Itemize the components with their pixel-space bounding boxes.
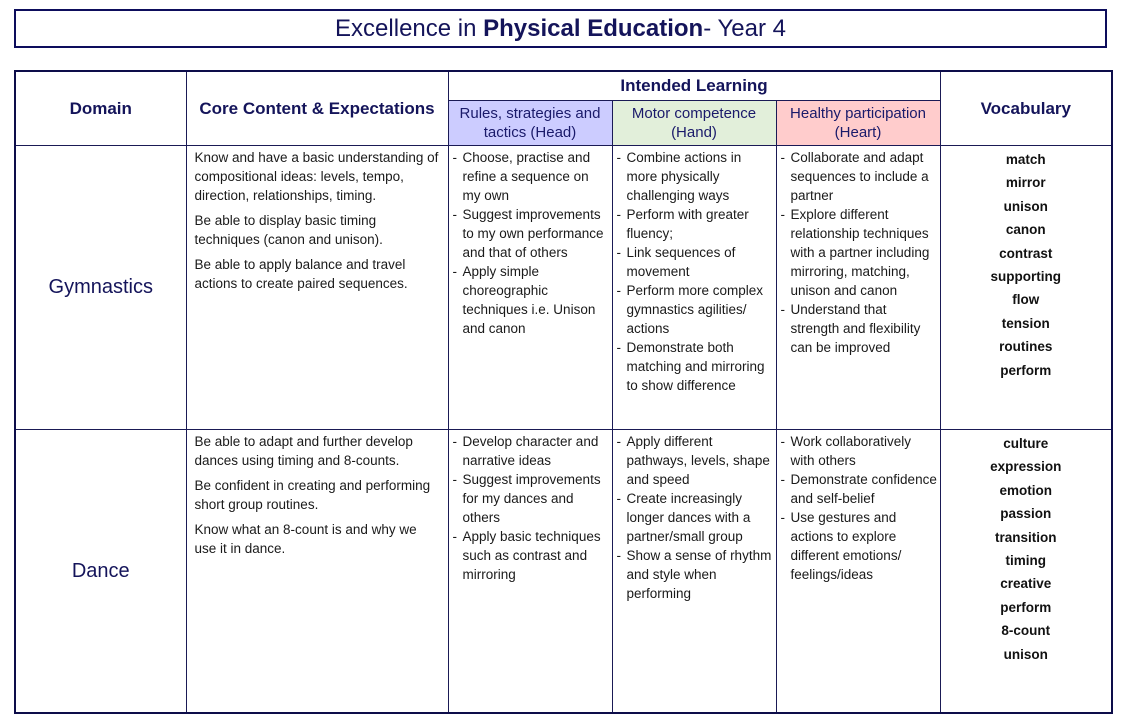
table-row-gymnastics: Gymnastics Know and have a basic underst…: [14, 145, 1113, 430]
vocab-word: perform: [1000, 362, 1052, 378]
list-item: Demonstrate confidence and self-belief: [781, 470, 938, 508]
core-content-gymnastics: Know and have a basic understanding of c…: [185, 145, 449, 430]
title-prefix: Excellence in: [335, 14, 477, 42]
core-item: Be able to apply balance and travel acti…: [194, 257, 408, 291]
header-hand: Motor competence (Hand): [611, 100, 777, 146]
vocab-word: transition: [995, 529, 1057, 545]
domain-gymnastics: Gymnastics: [14, 145, 187, 430]
core-item: Be able to display basic timing techniqu…: [194, 213, 383, 247]
vocab-word: expression: [990, 459, 1062, 475]
list-item: Perform more complex gymnastics agilitie…: [617, 281, 774, 338]
table-row-dance: Dance Be able to adapt and further devel…: [14, 429, 1113, 714]
vocab-word: tension: [1001, 315, 1050, 331]
hand-dance: Apply different pathways, levels, shape …: [611, 429, 777, 714]
hand-gymnastics: Combine actions in more physically chall…: [611, 145, 777, 430]
vocab-word: routines: [999, 339, 1053, 355]
list-item: Create increasingly longer dances with a…: [617, 489, 774, 546]
vocab-word: 8-count: [1001, 623, 1051, 639]
domain-dance: Dance: [14, 429, 187, 714]
list-item: Apply basic techniques such as contrast …: [453, 527, 610, 584]
list-item: Perform with greater fluency;: [617, 205, 774, 243]
core-item: Be able to adapt and further develop dan…: [194, 434, 413, 468]
vocab-word: timing: [1005, 553, 1047, 569]
vocab-word: creative: [1000, 576, 1052, 592]
page-title: Excellence in Physical Education - Year …: [14, 9, 1107, 48]
vocab-word: culture: [1003, 436, 1049, 451]
list-item: Demonstrate both matching and mirroring …: [617, 338, 774, 395]
heart-dance: Work collaboratively with others Demonst…: [775, 429, 941, 714]
list-item: Suggest improvements for my dances and o…: [453, 470, 610, 527]
header-vocabulary: Vocabulary: [939, 70, 1113, 146]
list-item: Develop character and narrative ideas: [453, 432, 610, 470]
list-item: Use gestures and actions to explore diff…: [781, 508, 938, 584]
list-item: Explore different relationship technique…: [781, 205, 938, 300]
vocab-word: perform: [1000, 599, 1052, 615]
title-suffix: - Year 4: [703, 14, 786, 42]
core-item: Be confident in creating and performing …: [194, 478, 431, 512]
list-item: Understand that strength and flexibility…: [781, 300, 938, 357]
core-item: Know and have a basic understanding of c…: [194, 150, 439, 203]
vocab-word: contrast: [999, 245, 1053, 261]
vocabulary-gymnastics: match mirror unison canon contrast suppo…: [939, 145, 1113, 430]
vocab-word: passion: [1000, 506, 1052, 522]
list-item: Combine actions in more physically chall…: [617, 148, 774, 205]
core-item: Know what an 8-count is and why we use i…: [194, 522, 417, 556]
vocab-word: unison: [1003, 198, 1048, 214]
title-bold: Physical Education: [483, 14, 704, 42]
list-item: Link sequences of movement: [617, 243, 774, 281]
list-item: Collaborate and adapt sequences to inclu…: [781, 148, 938, 205]
vocab-word: match: [1005, 152, 1046, 167]
head-gymnastics: Choose, practise and refine a sequence o…: [447, 145, 613, 430]
vocab-word: mirror: [1005, 175, 1046, 191]
vocab-word: unison: [1003, 646, 1048, 662]
vocab-word: supporting: [990, 269, 1062, 285]
header-core-content: Core Content & Expectations: [185, 70, 449, 146]
vocab-word: flow: [1012, 292, 1040, 308]
header-head: Rules, strategies and tactics (Head): [447, 100, 613, 146]
head-dance: Develop character and narrative ideas Su…: [447, 429, 613, 714]
vocabulary-dance: culture expression emotion passion trans…: [939, 429, 1113, 714]
core-content-dance: Be able to adapt and further develop dan…: [185, 429, 449, 714]
list-item: Work collaboratively with others: [781, 432, 938, 470]
list-item: Suggest improvements to my own performan…: [453, 205, 610, 262]
list-item: Apply simple choreographic techniques i.…: [453, 262, 610, 338]
header-heart: Healthy participation (Heart): [775, 100, 941, 146]
list-item: Show a sense of rhythm and style when pe…: [617, 546, 774, 603]
curriculum-table: Domain Core Content & Expectations Inten…: [14, 70, 1114, 714]
header-intended-learning: Intended Learning: [447, 70, 941, 101]
list-item: Choose, practise and refine a sequence o…: [453, 148, 610, 205]
header-domain: Domain: [14, 70, 187, 146]
list-item: Apply different pathways, levels, shape …: [617, 432, 774, 489]
heart-gymnastics: Collaborate and adapt sequences to inclu…: [775, 145, 941, 430]
vocab-word: emotion: [999, 482, 1053, 498]
vocab-word: canon: [1005, 222, 1046, 238]
